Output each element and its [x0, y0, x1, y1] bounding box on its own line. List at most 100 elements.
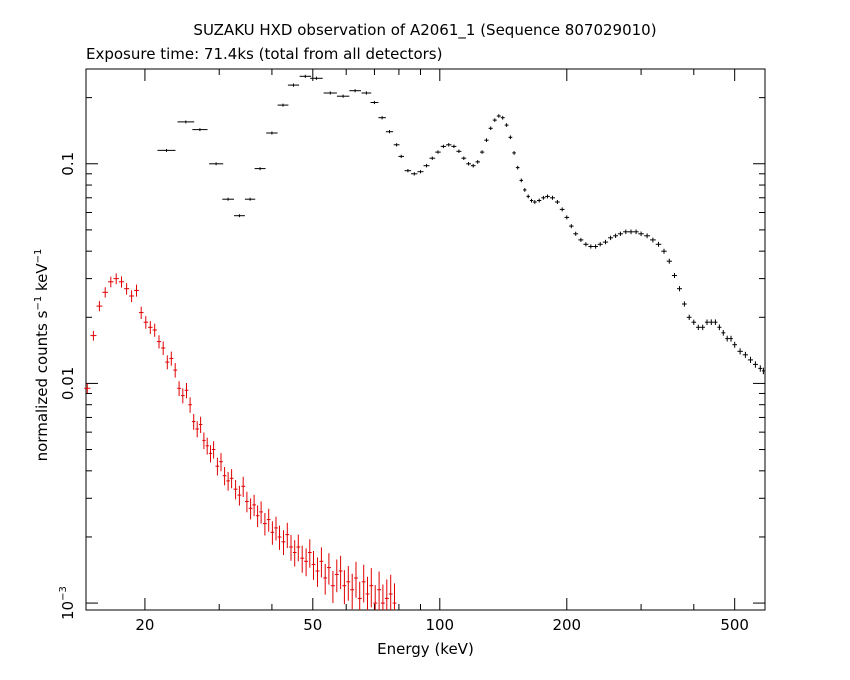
y-tick-label: 0.01	[59, 367, 77, 400]
data-point	[350, 573, 355, 610]
data-point	[234, 214, 245, 218]
series-1	[157, 74, 765, 375]
data-point	[113, 273, 119, 285]
data-point	[336, 94, 350, 98]
data-point	[211, 441, 216, 459]
data-point	[281, 530, 286, 555]
data-point	[177, 120, 195, 124]
data-point	[292, 540, 297, 567]
data-point	[385, 130, 394, 134]
data-point	[248, 498, 253, 520]
data-point	[148, 321, 153, 334]
data-point	[241, 476, 246, 497]
data-point	[393, 143, 400, 147]
data-point	[205, 437, 209, 455]
data-point	[270, 521, 275, 545]
data-point	[545, 194, 550, 199]
data-point	[617, 231, 623, 236]
data-point	[742, 351, 748, 358]
data-point	[423, 164, 430, 168]
data-point	[143, 316, 149, 329]
data-point	[761, 367, 765, 375]
data-point	[508, 135, 513, 140]
data-point	[138, 306, 144, 319]
x-tick-label: 50	[303, 616, 322, 634]
data-point	[300, 545, 305, 573]
data-point	[334, 559, 339, 593]
data-point	[209, 162, 224, 166]
data-point	[404, 169, 412, 173]
data-point	[357, 581, 362, 610]
data-point	[192, 128, 208, 132]
data-point	[484, 138, 489, 142]
data-point	[696, 324, 701, 331]
data-point	[613, 233, 618, 238]
data-point	[446, 143, 452, 147]
data-point	[319, 547, 324, 578]
data-point	[475, 160, 480, 164]
data-point	[287, 83, 300, 87]
data-point	[370, 100, 379, 105]
data-point	[311, 551, 316, 580]
data-point	[327, 553, 331, 585]
data-point	[323, 91, 337, 95]
data-point	[252, 494, 256, 517]
data-point	[285, 522, 290, 549]
data-point	[519, 178, 523, 183]
data-point	[747, 356, 753, 363]
data-point	[108, 276, 114, 288]
data-point	[709, 319, 714, 325]
data-point	[559, 207, 565, 212]
data-point	[470, 163, 476, 168]
data-point	[310, 76, 323, 80]
data-point	[488, 126, 493, 131]
data-point	[593, 244, 598, 249]
data-point	[392, 583, 397, 610]
data-point	[254, 167, 266, 171]
data-point	[638, 231, 644, 237]
data-point	[451, 144, 457, 149]
data-point	[541, 195, 546, 200]
data-point	[365, 576, 370, 610]
data-point	[537, 198, 542, 203]
data-point	[564, 215, 570, 220]
data-point	[597, 242, 603, 247]
data-point	[226, 472, 230, 491]
x-tick-label: 500	[720, 616, 749, 634]
data-point	[700, 324, 705, 331]
data-point	[608, 235, 614, 241]
axis-tick-labels: 20 50 100 200 500 10−3 0.01 0.1	[58, 152, 749, 634]
data-point	[388, 574, 393, 610]
data-point	[165, 355, 170, 370]
data-point	[184, 383, 189, 399]
data-point	[338, 555, 343, 590]
data-point	[90, 330, 97, 341]
data-point	[181, 388, 185, 404]
data-point	[315, 557, 320, 587]
data-point	[529, 198, 534, 203]
data-point	[188, 397, 192, 413]
data-point	[157, 149, 176, 152]
data-point	[173, 363, 178, 378]
data-point	[523, 188, 527, 192]
data-point	[152, 323, 157, 337]
data-point	[515, 165, 520, 170]
data-point	[713, 319, 718, 325]
y-tick-label: 10−3	[58, 586, 77, 620]
data-point	[219, 453, 223, 472]
data-point	[691, 319, 697, 325]
data-point	[202, 432, 206, 450]
data-point	[369, 568, 374, 608]
y-tick-label: 0.1	[59, 152, 77, 176]
data-point	[725, 335, 730, 342]
data-point	[222, 197, 234, 201]
data-point	[492, 118, 497, 122]
data-series	[84, 74, 765, 610]
data-point	[361, 91, 372, 95]
data-point	[259, 501, 263, 524]
data-point	[215, 457, 220, 476]
data-point	[361, 564, 366, 603]
data-point	[526, 194, 530, 199]
data-point	[134, 284, 139, 297]
data-point	[550, 195, 555, 200]
